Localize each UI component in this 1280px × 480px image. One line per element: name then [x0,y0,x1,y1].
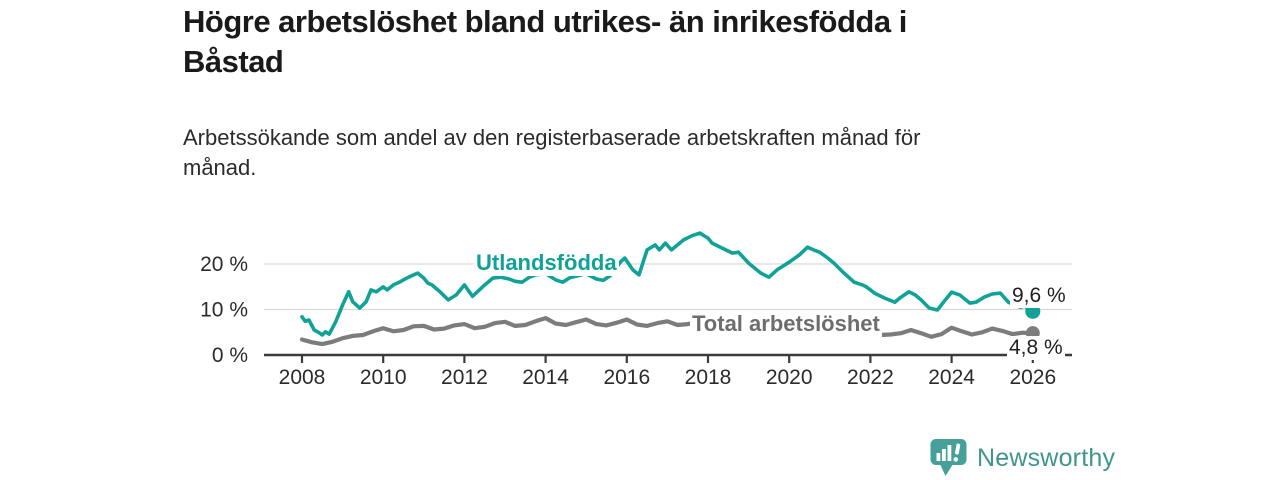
series-label-utlandsfodda: Utlandsfödda [474,250,619,276]
x-tick-label-2020: 2020 [766,366,813,389]
chart-subtitle-line-2: månad. [183,155,257,180]
x-tick-label-2012: 2012 [441,366,488,389]
bar-chart-speech-bubble-icon [930,439,967,476]
x-tick-label-2008: 2008 [279,366,326,389]
x-tick-label-2024: 2024 [928,366,975,389]
page-title-line-1: Högre arbetslöshet bland utrikes- än inr… [183,4,907,39]
series-line-utlandsfodda [300,231,1035,337]
series-line-total [299,316,1035,347]
x-tick-label-2018: 2018 [685,366,732,389]
series-label-total-arbetsloshet: Total arbetslöshet [690,311,882,337]
chart-subtitle-line-1: Arbetssökande som andel av den registerb… [183,125,921,150]
end-value-utlandsfodda: 9,6 % [1010,284,1068,308]
x-tick-label-2014: 2014 [522,366,569,389]
y-tick-label-20: 20 % [200,253,248,276]
chart-subtitle: Arbetssökande som andel av den registerb… [183,123,1043,183]
page-title-line-2: Båstad [183,44,284,79]
newsworthy-logo-text: Newsworthy [977,443,1116,472]
y-tick-label-10: 10 % [200,299,248,322]
x-tick-label-2026: 2026 [1009,366,1056,389]
page-title: Högre arbetslöshet bland utrikes- än inr… [183,2,1063,82]
x-tick-label-2010: 2010 [360,366,407,389]
y-tick-label-0: 0 % [212,344,248,367]
x-tick-label-2016: 2016 [603,366,650,389]
x-tick-label-2022: 2022 [847,366,894,389]
end-value-total-arbetsloshet: 4,8 % [1007,336,1065,360]
newsworthy-logo: Newsworthy [930,438,1115,478]
